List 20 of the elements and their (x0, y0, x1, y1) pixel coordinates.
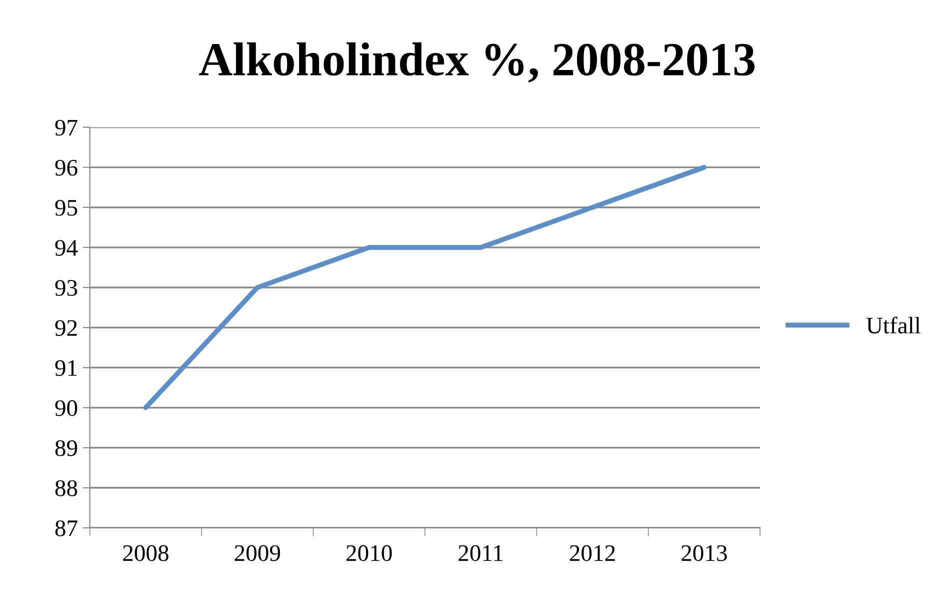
x-tick-label: 2011 (458, 545, 503, 562)
y-tick-label: 96 (55, 160, 78, 176)
y-tick-label: 88 (55, 480, 78, 496)
x-tick-label: 2013 (682, 545, 727, 562)
y-tick-label: 94 (55, 240, 78, 256)
y-tick-label: 92 (55, 320, 77, 336)
y-tick-label: 89 (55, 440, 78, 456)
legend-label: Utfall (866, 316, 920, 334)
y-tick-label: 90 (55, 400, 78, 416)
y-tick-label: 97 (55, 120, 78, 136)
x-tick-label: 2012 (570, 545, 615, 562)
y-tick-label: 93 (55, 280, 78, 296)
line-series (143, 164, 707, 410)
y-tick-label: 91 (55, 360, 77, 376)
x-tick-label: 2008 (123, 545, 168, 562)
y-tick-label: 95 (55, 200, 78, 216)
y-tick-label: 87 (55, 520, 78, 536)
x-tick-label: 2009 (234, 545, 280, 562)
x-tick-label: 2010 (346, 545, 392, 562)
chart-title: Alkoholindex %, 2008-2013 (199, 42, 755, 82)
